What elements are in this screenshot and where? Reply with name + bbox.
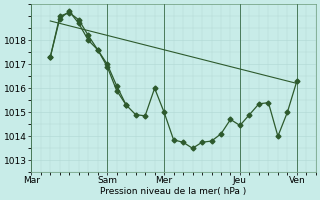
X-axis label: Pression niveau de la mer( hPa ): Pression niveau de la mer( hPa ) — [100, 187, 247, 196]
